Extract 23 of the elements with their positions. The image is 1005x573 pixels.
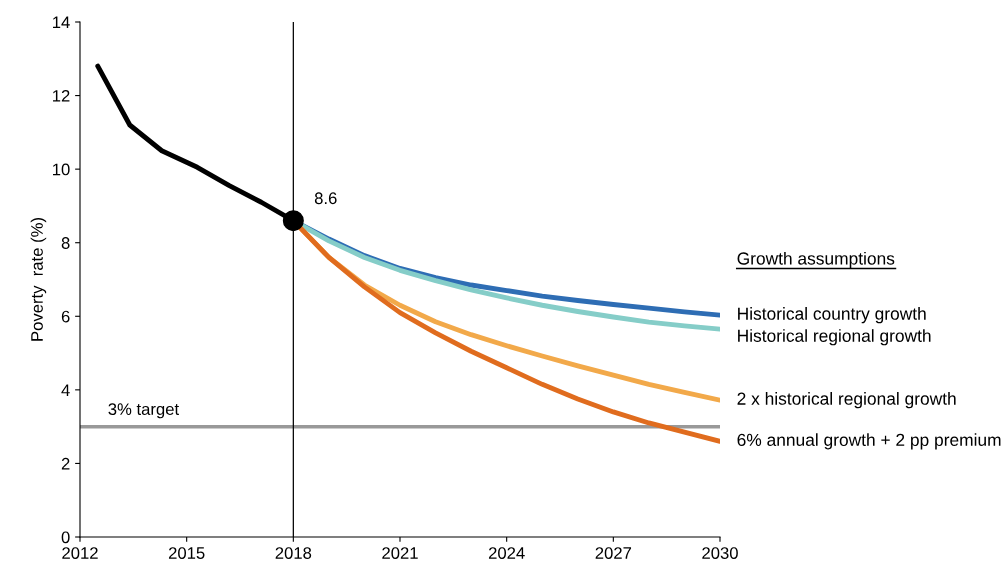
x-tick-label: 2018 <box>275 547 312 559</box>
y-axis-title: Poverty rate (%) <box>30 218 47 341</box>
series-label: 6% annual growth + 2 pp premium <box>737 433 1001 450</box>
x-tick-label: 2021 <box>382 547 418 559</box>
y-tick-label: 6 <box>61 310 70 323</box>
x-tick-label: 2027 <box>595 547 632 559</box>
y-tick-label: 4 <box>61 384 70 396</box>
series-label: Historical regional growth <box>738 329 931 346</box>
y-tick-label: 0 <box>61 531 70 544</box>
x-tick-label: 2012 <box>62 547 98 559</box>
ref-line-label: 3% target <box>108 403 179 419</box>
y-tick-label: 2 <box>61 457 70 470</box>
y-tick-label: 14 <box>53 16 70 29</box>
legend-title: Growth assumptions <box>737 251 895 269</box>
annotation: 8.6 <box>314 192 337 205</box>
series-label: 2 x historical regional growth <box>737 392 956 409</box>
series-label: Historical country growth <box>738 307 926 324</box>
y-tick-label: 10 <box>53 163 70 176</box>
x-tick-label: 2030 <box>702 547 738 559</box>
y-tick-label: 8 <box>61 237 70 249</box>
x-tick-label: 2015 <box>168 547 205 559</box>
y-tick-label: 12 <box>53 89 70 102</box>
x-tick-label: 2024 <box>488 547 525 559</box>
